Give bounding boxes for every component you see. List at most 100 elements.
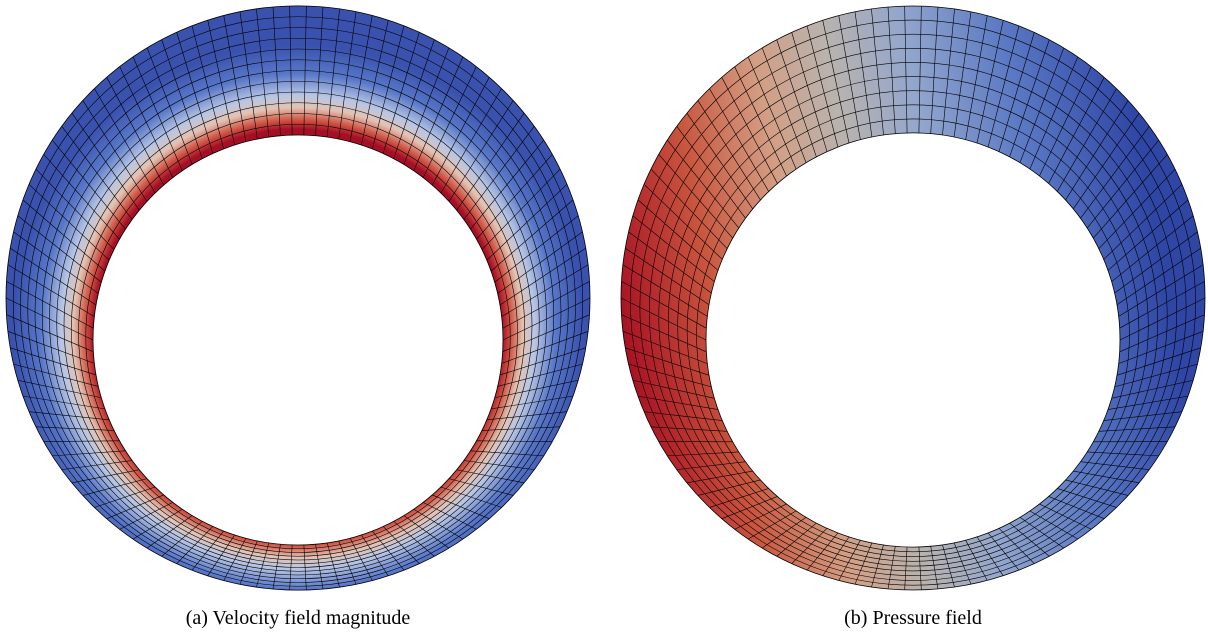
mesh-edge <box>119 66 174 178</box>
mesh-edge <box>761 47 807 163</box>
mesh-edge <box>22 199 106 272</box>
mesh-edge <box>676 126 746 219</box>
mesh-edge <box>1114 231 1198 294</box>
mesh-edge <box>643 411 723 421</box>
mesh-edge <box>422 66 477 178</box>
mesh-edge <box>1029 510 1078 540</box>
mesh-edge <box>6 281 94 329</box>
mesh-edge <box>667 139 740 229</box>
mesh-edge <box>423 502 477 530</box>
mesh-edge <box>791 528 828 564</box>
mesh-edge <box>476 154 553 240</box>
mesh-edge <box>1118 264 1204 317</box>
mesh-edge <box>481 168 561 250</box>
caption: (a) Velocity field magnitude <box>186 607 411 629</box>
mesh-edge <box>1073 112 1140 210</box>
mesh-edge <box>501 331 589 364</box>
mesh-edge <box>382 32 420 154</box>
mesh-edge <box>361 534 389 576</box>
mesh-edge <box>762 517 807 549</box>
mesh-edge <box>413 56 464 171</box>
mesh-edge <box>1080 126 1150 219</box>
mesh-edge <box>393 521 435 557</box>
mesh-edge <box>470 139 544 230</box>
mesh-edge <box>476 440 553 442</box>
mesh-edge <box>239 11 258 140</box>
mesh-edge <box>497 231 583 294</box>
mesh-edge <box>61 460 133 470</box>
mesh-edge <box>393 39 435 159</box>
mesh-edge <box>22 395 105 410</box>
mesh-edge <box>1048 77 1105 184</box>
mesh-edge <box>622 331 708 364</box>
mesh-edge <box>463 460 535 470</box>
mesh-edge <box>953 11 972 138</box>
mesh-edge <box>119 502 173 530</box>
mesh-edge <box>838 540 861 581</box>
mesh-edge <box>191 25 224 150</box>
mesh-edge <box>502 297 591 341</box>
mesh-edge <box>463 126 535 220</box>
mesh-edge <box>502 281 590 329</box>
mesh-edge <box>1087 451 1159 457</box>
mesh-edge <box>501 264 589 317</box>
mesh-edge <box>191 530 224 571</box>
mesh-edge <box>643 184 723 260</box>
mesh-edge <box>776 39 817 158</box>
mesh-edge <box>632 215 715 282</box>
mesh-edge <box>976 20 1004 144</box>
mesh-edge <box>29 411 110 421</box>
mesh-edge <box>776 522 817 557</box>
mesh-edge <box>650 426 728 432</box>
mesh-edge <box>456 469 525 484</box>
mesh-edge <box>930 7 939 134</box>
mesh-edge <box>676 461 746 470</box>
mesh-edge <box>871 544 884 588</box>
mesh-edge <box>620 297 707 341</box>
mesh-edge <box>1039 66 1092 177</box>
mesh-edge <box>338 11 357 140</box>
mesh-edge <box>52 450 126 457</box>
mesh-edge <box>918 546 922 590</box>
mesh-edge <box>413 508 463 540</box>
mesh-edge <box>176 526 214 564</box>
mesh-edge <box>697 479 761 496</box>
mesh-edge <box>1009 39 1050 158</box>
mesh-edge <box>1116 247 1201 305</box>
mesh-edge <box>61 126 133 220</box>
mesh-edge <box>289 6 293 136</box>
mesh-edge <box>326 542 340 588</box>
mesh-edge <box>987 532 1020 571</box>
mesh-edge <box>976 536 1004 576</box>
mesh-edge <box>987 25 1020 148</box>
mesh-edge <box>272 544 281 589</box>
mesh-edge <box>147 515 193 549</box>
mesh-edge <box>806 25 839 148</box>
mesh-edge <box>621 281 707 329</box>
mesh-edge <box>871 8 884 136</box>
mesh-edge <box>854 542 873 585</box>
mesh-edge <box>1080 461 1150 470</box>
mesh-edge <box>621 314 707 353</box>
mesh-edge <box>942 544 955 588</box>
mesh-edge <box>1119 281 1205 329</box>
mesh-edge <box>372 25 405 150</box>
mesh-edge <box>239 540 258 585</box>
mesh-edge <box>887 7 896 134</box>
mesh-edge <box>440 88 502 194</box>
mesh-edge <box>491 395 574 410</box>
mesh-edge <box>43 440 120 442</box>
mesh-edge <box>448 100 514 202</box>
mesh-edge <box>1114 363 1198 388</box>
mesh-edge <box>650 168 728 249</box>
mesh-edge <box>1065 100 1129 201</box>
mesh-edge <box>315 7 324 136</box>
mesh-edge <box>1093 154 1168 239</box>
mesh-edge <box>13 363 99 387</box>
mesh-edge <box>822 536 850 576</box>
mesh-edge <box>13 231 99 294</box>
mesh-edge <box>494 215 579 283</box>
mesh-edge <box>272 7 281 136</box>
mesh-edge <box>207 20 235 146</box>
mesh-edge <box>6 314 94 352</box>
